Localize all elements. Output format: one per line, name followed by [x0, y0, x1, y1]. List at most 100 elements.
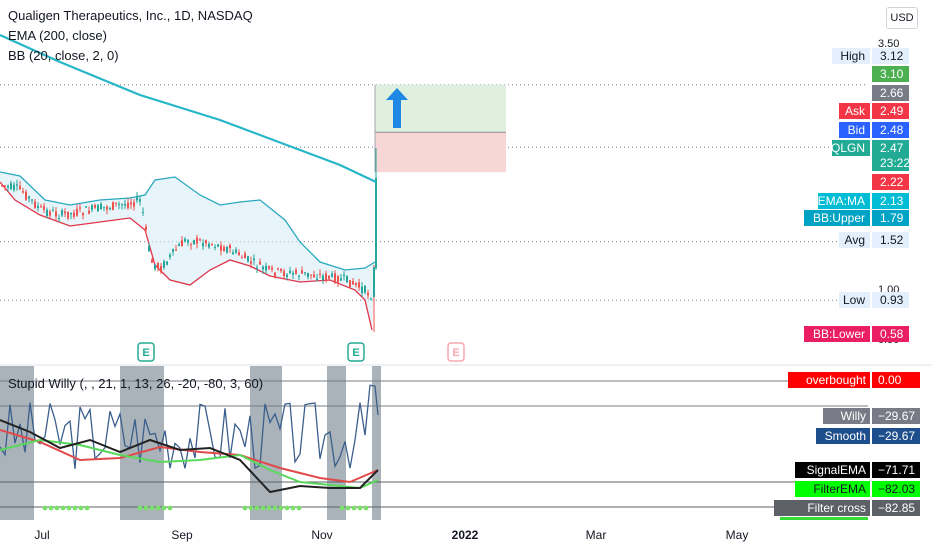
- price-candle: [16, 184, 18, 186]
- price-axis-value: 2.66: [880, 86, 904, 100]
- price-candle: [265, 265, 267, 271]
- filter-cross-dot: [149, 505, 155, 511]
- price-candle: [316, 278, 318, 281]
- price-candle: [253, 258, 255, 261]
- price-axis-value-bg: [872, 122, 909, 138]
- price-axis-tag-bg: [818, 193, 870, 209]
- earnings-marker-label: E: [352, 347, 359, 359]
- price-candle: [211, 243, 213, 245]
- price-axis-tag-label: BB:Upper: [813, 211, 865, 225]
- indicator-value: 0.00: [878, 373, 902, 387]
- indicator-value: −82.03: [878, 482, 915, 496]
- price-candle: [280, 268, 282, 271]
- symbol-title[interactable]: Qualigen Therapeutics, Inc., 1D, NASDAQ: [8, 8, 253, 23]
- price-candle: [46, 209, 48, 217]
- price-axis-tag-bg: [839, 122, 870, 138]
- price-candle: [157, 263, 159, 268]
- price-candle: [247, 256, 249, 262]
- price-candle: [196, 237, 198, 244]
- indicator-tag-label: Smooth: [825, 429, 866, 443]
- filter-cross-dot: [363, 505, 369, 511]
- price-candle: [118, 204, 120, 206]
- price-candle: [244, 253, 246, 259]
- price-candle: [331, 273, 333, 277]
- bb-legend[interactable]: BB (20, close, 2, 0): [8, 48, 119, 63]
- indicator-tag-label: SignalEMA: [807, 463, 866, 477]
- price-candle: [34, 201, 36, 208]
- filter-cross-dot: [248, 505, 254, 511]
- price-candle: [175, 249, 177, 251]
- filter-cross-dot: [143, 505, 149, 511]
- price-candle: [367, 292, 369, 296]
- filter-cross-dot: [296, 505, 302, 511]
- price-axis-value-bg: [872, 193, 909, 209]
- price-candle: [100, 203, 102, 210]
- price-candle: [151, 259, 153, 263]
- price-candle: [154, 264, 156, 269]
- price-candle: [37, 206, 39, 209]
- price-candle: [49, 211, 51, 216]
- price-candle: [160, 266, 162, 273]
- price-candle: [115, 202, 117, 204]
- indicator-tag-label: FilterEMA: [813, 482, 866, 496]
- price-candle: [7, 185, 9, 188]
- indicator-value-bg: [872, 408, 920, 424]
- indicator-tag-bg: [795, 481, 870, 497]
- price-candle: [58, 218, 60, 220]
- willy-line: [0, 384, 379, 470]
- indicator-tag-bg: [795, 462, 870, 478]
- price-candle: [352, 281, 354, 285]
- price-candle: [349, 280, 351, 288]
- price-candle: [169, 254, 171, 258]
- price-candle: [202, 243, 204, 247]
- earnings-marker-label: E: [452, 347, 459, 359]
- price-candle: [73, 212, 75, 217]
- price-candle: [355, 282, 357, 286]
- earnings-marker: [347, 342, 365, 362]
- price-axis-tag-label: QLGN: [831, 141, 865, 155]
- price-candle: [64, 211, 66, 214]
- price-candle: [109, 208, 111, 210]
- x-axis-tick-label: Jul: [34, 528, 49, 542]
- filter-cross-dot: [254, 505, 260, 511]
- price-axis-tag-label: Avg: [845, 233, 865, 247]
- price-candle: [334, 273, 336, 284]
- filter-cross-dot: [242, 505, 248, 511]
- price-candle: [97, 204, 99, 212]
- price-axis-value-bg: [872, 155, 909, 171]
- price-candle: [214, 246, 216, 248]
- price-axis-value: 2.47: [880, 141, 904, 155]
- price-candle: [274, 272, 276, 277]
- price-candle: [310, 274, 312, 276]
- price-axis-tag-label: Ask: [845, 104, 866, 118]
- ema-legend[interactable]: EMA (200, close): [8, 28, 107, 43]
- price-candle: [142, 211, 144, 213]
- indicator-value: −29.67: [878, 409, 915, 423]
- indicator-value-bg: [872, 428, 920, 444]
- price-candle: [340, 278, 342, 281]
- price-axis-value-bg: [872, 103, 909, 119]
- price-candle: [298, 275, 300, 277]
- filter-cross-dot: [284, 505, 290, 511]
- indicator-value-bg: [872, 372, 920, 388]
- earnings-marker-label: E: [142, 347, 149, 359]
- filter-cross-dot: [272, 505, 278, 511]
- price-axis-value-bg: [872, 48, 909, 64]
- indicator-value: −71.71: [878, 463, 915, 477]
- price-candle: [193, 240, 195, 244]
- price-axis-value-bg: [872, 85, 909, 101]
- price-axis-value-bg: [872, 326, 909, 342]
- filter-cross-dot: [78, 505, 84, 511]
- price-candle: [70, 212, 72, 215]
- price-axis-value: 0.93: [880, 293, 904, 307]
- currency-button[interactable]: USD: [886, 7, 918, 29]
- price-axis-value-bg: [872, 140, 909, 156]
- earnings-marker: [137, 342, 155, 362]
- price-candle: [283, 270, 285, 277]
- price-candle: [112, 201, 114, 211]
- filter-cross-dot: [72, 505, 78, 511]
- up-arrow-icon: [386, 88, 408, 128]
- price-axis-value: 0.58: [880, 327, 904, 341]
